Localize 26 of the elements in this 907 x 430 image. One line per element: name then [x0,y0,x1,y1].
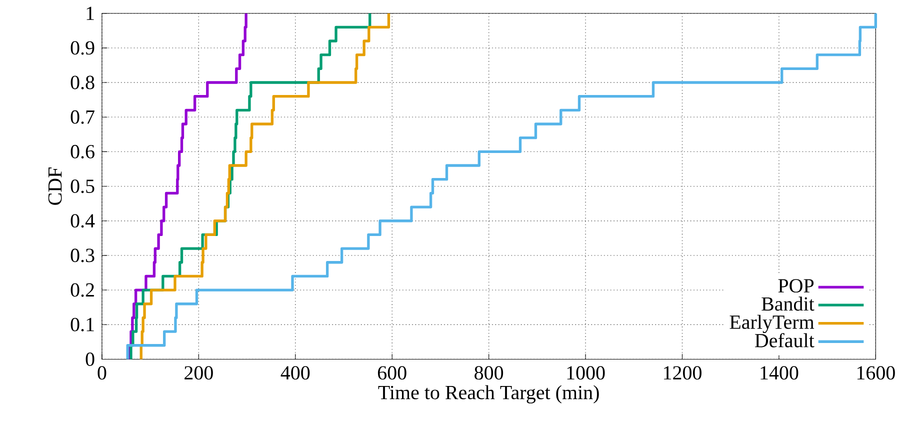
x-axis-title: Time to Reach Target (min) [378,385,599,404]
y-tick-label: 0.8 [70,76,94,90]
legend-label: Default [755,333,814,348]
x-tick-label: 200 [184,366,213,380]
x-tick-label: 1400 [760,366,798,380]
y-tick-label: 0.9 [70,41,94,55]
x-tick-label: 0 [98,366,106,380]
legend-label: POP [778,279,814,293]
x-tick-label: 1000 [567,366,605,380]
y-tick-label: 0.1 [70,318,94,332]
x-tick-label: 400 [280,366,310,380]
x-tick-label: 1600 [857,366,895,380]
y-tick-label: 0 [86,352,94,366]
legend-label: Bandit [762,296,814,311]
y-tick-label: 0.6 [70,144,94,159]
x-tick-label: 800 [474,366,504,380]
y-tick-label: 0.5 [70,180,94,194]
y-tick-label: 1 [86,6,94,20]
x-tick-label: 1200 [664,366,702,380]
x-tick-label: 600 [378,366,406,380]
y-tick-label: 0.4 [70,214,95,228]
y-tick-label: 0.3 [70,248,94,262]
y-tick-label: 0.2 [70,283,94,297]
y-axis-title: CDF [48,168,62,205]
legend-label: EarlyTerm [730,314,814,334]
y-tick-label: 0.7 [70,110,94,124]
